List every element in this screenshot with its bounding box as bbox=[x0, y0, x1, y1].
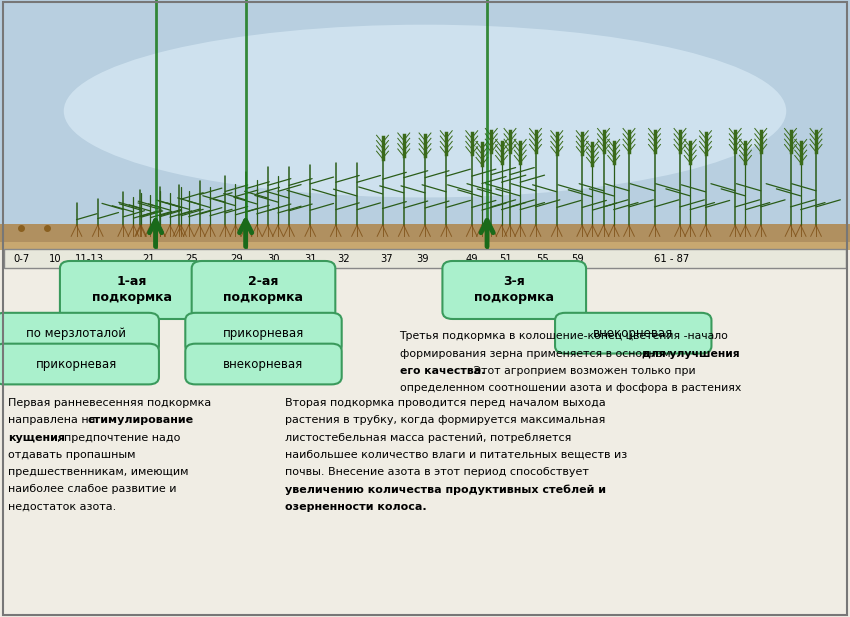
Text: 31: 31 bbox=[304, 254, 316, 263]
FancyBboxPatch shape bbox=[442, 261, 586, 319]
Text: внекорневая: внекорневая bbox=[224, 357, 303, 371]
Text: 3-я
подкормка: 3-я подкормка bbox=[474, 275, 554, 305]
Text: 59: 59 bbox=[571, 254, 584, 263]
Text: его качества.: его качества. bbox=[400, 366, 484, 376]
Text: предшественникам, имеющим: предшественникам, имеющим bbox=[8, 467, 189, 477]
Text: Вторая подкормка проводится перед началом выхода: Вторая подкормка проводится перед начало… bbox=[285, 398, 605, 408]
Text: 37: 37 bbox=[381, 254, 393, 263]
Text: 21: 21 bbox=[142, 254, 155, 263]
Text: 32: 32 bbox=[337, 254, 349, 263]
Text: листостебельная масса растений, потребляется: листостебельная масса растений, потребля… bbox=[285, 433, 571, 442]
Text: 0-7: 0-7 bbox=[13, 254, 30, 263]
Text: 49: 49 bbox=[466, 254, 478, 263]
FancyBboxPatch shape bbox=[0, 344, 159, 384]
Text: по мерзлоталой: по мерзлоталой bbox=[26, 326, 127, 340]
Text: для улучшения: для улучшения bbox=[642, 349, 740, 358]
Text: 2-ая
подкормка: 2-ая подкормка bbox=[224, 275, 303, 305]
Text: наиболее слабое развитие и: наиболее слабое развитие и bbox=[8, 484, 177, 494]
Text: Этот агроприем возможен только при: Этот агроприем возможен только при bbox=[470, 366, 695, 376]
FancyBboxPatch shape bbox=[191, 261, 335, 319]
Text: внекорневая: внекорневая bbox=[593, 326, 673, 340]
Text: 61 - 87: 61 - 87 bbox=[654, 254, 689, 263]
FancyBboxPatch shape bbox=[0, 313, 159, 354]
Text: растения в трубку, когда формируется максимальная: растения в трубку, когда формируется мак… bbox=[285, 415, 605, 425]
Text: недостаток азота.: недостаток азота. bbox=[8, 502, 116, 511]
Text: формирования зерна применяется в основном: формирования зерна применяется в основно… bbox=[400, 349, 673, 358]
FancyBboxPatch shape bbox=[4, 249, 846, 268]
Text: почвы. Внесение азота в этот период способствует: почвы. Внесение азота в этот период спос… bbox=[285, 467, 588, 477]
Bar bbox=[0, 0, 850, 250]
Text: Третья подкормка в колошение-конец цветения -начало: Третья подкормка в колошение-конец цвете… bbox=[400, 331, 728, 341]
Text: 11-13: 11-13 bbox=[75, 254, 104, 263]
Text: 10: 10 bbox=[49, 254, 61, 263]
Text: 30: 30 bbox=[268, 254, 280, 263]
FancyBboxPatch shape bbox=[185, 344, 342, 384]
Text: озерненности колоса.: озерненности колоса. bbox=[285, 502, 427, 511]
FancyBboxPatch shape bbox=[555, 313, 711, 354]
Text: 25: 25 bbox=[184, 254, 197, 263]
Text: направлена на: направлена на bbox=[8, 415, 99, 425]
Text: стимулирование: стимулирование bbox=[88, 415, 194, 425]
Text: 55: 55 bbox=[536, 254, 548, 263]
Text: кущения: кущения bbox=[8, 433, 65, 442]
Text: определенном соотношении азота и фосфора в растениях: определенном соотношении азота и фосфора… bbox=[400, 383, 740, 393]
Text: Первая ранневесенняя подкормка: Первая ранневесенняя подкормка bbox=[8, 398, 212, 408]
FancyBboxPatch shape bbox=[185, 313, 342, 354]
Text: отдавать пропашным: отдавать пропашным bbox=[8, 450, 136, 460]
Text: увеличению количества продуктивных стеблей и: увеличению количества продуктивных стебл… bbox=[285, 484, 606, 495]
Text: прикорневая: прикорневая bbox=[36, 357, 117, 371]
Bar bbox=[0, 224, 850, 244]
Text: прикорневая: прикорневая bbox=[223, 326, 304, 340]
FancyBboxPatch shape bbox=[60, 261, 203, 319]
Bar bbox=[0, 242, 850, 250]
Ellipse shape bbox=[64, 25, 786, 197]
Text: 39: 39 bbox=[416, 254, 428, 263]
Text: 29: 29 bbox=[230, 254, 243, 263]
Text: , предпочтение надо: , предпочтение надо bbox=[57, 433, 180, 442]
Text: наибольшее количество влаги и питательных веществ из: наибольшее количество влаги и питательны… bbox=[285, 450, 627, 460]
Text: 1-ая
подкормка: 1-ая подкормка bbox=[92, 275, 172, 305]
Text: 51: 51 bbox=[499, 254, 512, 263]
